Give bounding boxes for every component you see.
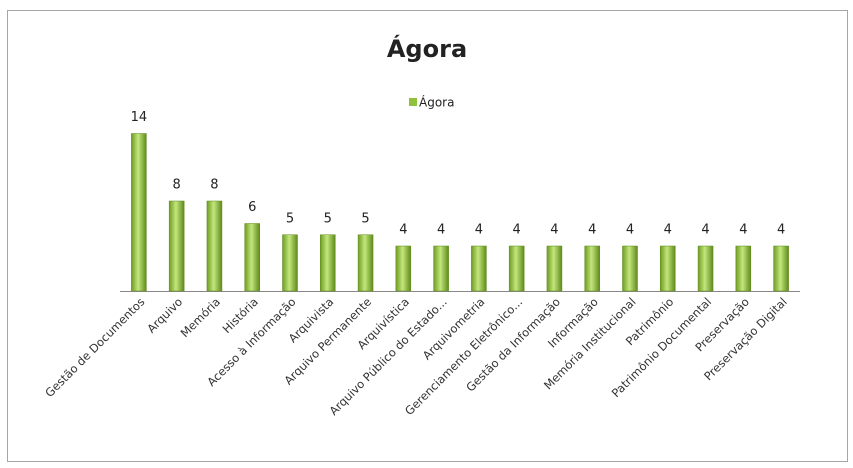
data-label: 4 — [664, 223, 672, 238]
data-label: 5 — [286, 211, 294, 226]
bar — [433, 245, 449, 292]
bar — [131, 133, 147, 292]
bar — [622, 245, 638, 292]
data-label: 4 — [513, 223, 521, 238]
data-label: 4 — [626, 223, 634, 238]
bar — [471, 245, 487, 292]
legend-swatch — [409, 98, 417, 106]
data-label: 5 — [361, 211, 369, 226]
data-label: 8 — [210, 178, 218, 193]
bar — [697, 245, 714, 292]
chart-title: Ágora — [387, 34, 467, 63]
data-label: 6 — [248, 200, 256, 215]
bar — [584, 245, 600, 292]
bar — [395, 245, 412, 292]
bar — [546, 245, 563, 292]
bar — [320, 234, 336, 292]
data-label: 4 — [739, 223, 747, 238]
data-label: 8 — [173, 178, 181, 193]
data-label: 4 — [550, 223, 558, 238]
bar — [735, 245, 752, 292]
bar — [773, 245, 789, 292]
data-label: 4 — [437, 223, 445, 238]
bar — [357, 234, 374, 292]
bar — [168, 200, 185, 292]
bar — [206, 200, 223, 292]
bar — [660, 245, 676, 292]
bar — [508, 245, 525, 292]
bar — [282, 234, 298, 292]
data-label: 4 — [777, 223, 785, 238]
chart-frame — [7, 10, 848, 462]
data-label: 14 — [131, 110, 148, 125]
legend-label: Ágora — [419, 95, 454, 110]
data-label: 4 — [588, 223, 596, 238]
data-label: 4 — [399, 223, 407, 238]
bar — [244, 223, 260, 292]
data-label: 4 — [701, 223, 709, 238]
data-label: 5 — [324, 211, 332, 226]
data-label: 4 — [475, 223, 483, 238]
